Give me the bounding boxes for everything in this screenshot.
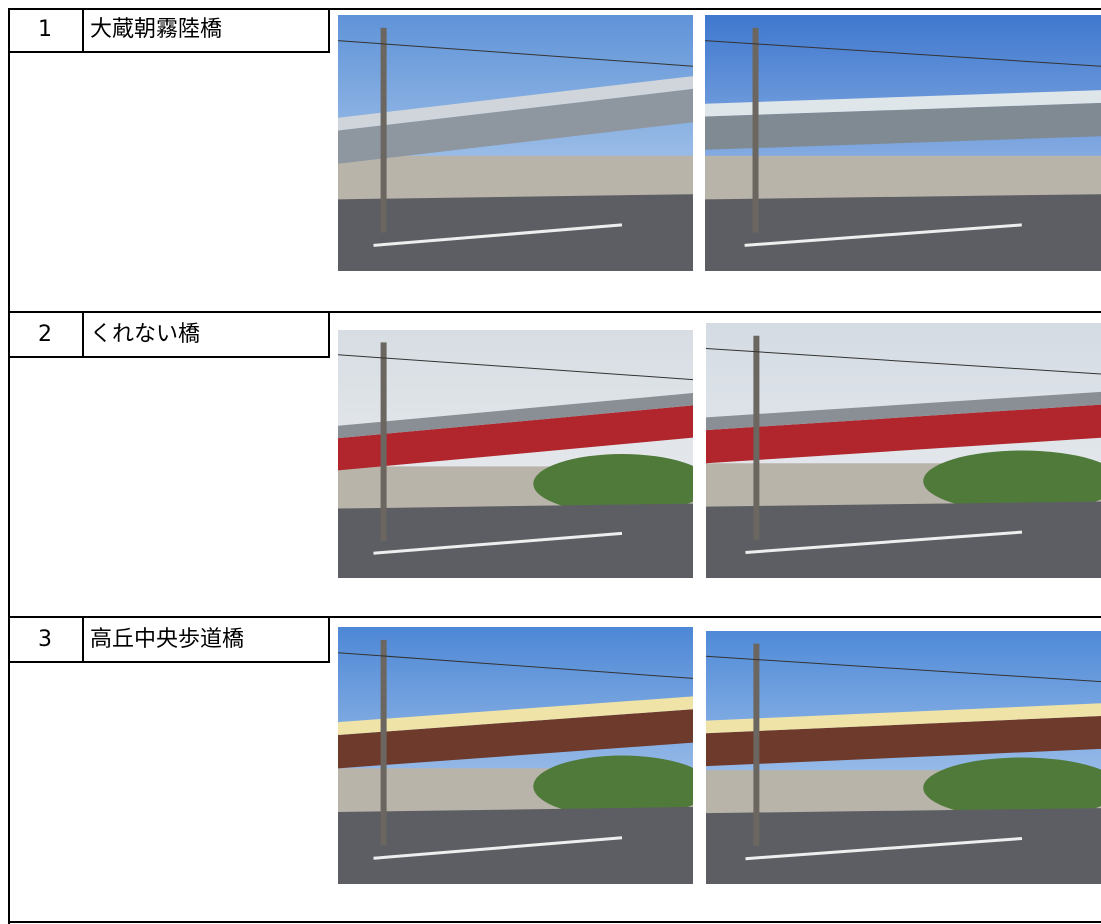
bridge-deck xyxy=(338,405,693,471)
photo xyxy=(338,15,693,271)
photo xyxy=(706,323,1101,578)
bridge-name: 高丘中央歩道橋 xyxy=(84,618,330,663)
wire xyxy=(705,40,1101,67)
wire xyxy=(338,652,693,679)
road-marking xyxy=(745,836,1023,861)
road-marking xyxy=(745,530,1023,554)
bridge-rail xyxy=(338,392,693,439)
table-row: 3 高丘中央歩道橋 xyxy=(8,618,1101,923)
photo xyxy=(706,631,1101,884)
trees xyxy=(923,757,1101,819)
pole xyxy=(380,639,387,846)
photo xyxy=(338,627,693,884)
bridge-rail xyxy=(706,703,1101,734)
pole xyxy=(380,342,387,541)
trees xyxy=(533,454,693,514)
bridge-deck xyxy=(706,404,1101,464)
table-row: 1 大蔵朝霧陸橋 xyxy=(8,8,1101,313)
bridge-name: くれない橋 xyxy=(84,313,330,358)
bridge-rail xyxy=(338,76,693,131)
wire xyxy=(338,354,693,381)
bridge-name: 大蔵朝霧陸橋 xyxy=(84,8,330,53)
photo xyxy=(705,15,1101,271)
table-row: 2 くれない橋 xyxy=(8,313,1101,618)
bridge-deck xyxy=(338,709,693,769)
pole xyxy=(753,643,760,847)
wire xyxy=(706,348,1101,375)
bridge-deck xyxy=(705,102,1101,150)
pole xyxy=(752,27,759,233)
table-border xyxy=(8,8,1101,924)
road-marking xyxy=(744,223,1022,247)
bridge-rail xyxy=(705,90,1101,117)
row-number: 3 xyxy=(8,618,84,663)
trees xyxy=(923,450,1101,512)
row-number: 2 xyxy=(8,313,84,358)
pole xyxy=(753,335,760,540)
trees xyxy=(533,755,693,818)
road-marking xyxy=(373,531,623,555)
wire xyxy=(338,40,693,67)
pole xyxy=(380,27,387,233)
bridge-deck xyxy=(706,715,1101,767)
wire xyxy=(706,655,1101,683)
road-marking xyxy=(373,223,623,247)
bridge-rail xyxy=(338,696,693,735)
photo xyxy=(338,330,693,578)
bridge-rail xyxy=(706,391,1101,431)
road-marking xyxy=(373,836,623,860)
row-number: 1 xyxy=(8,8,84,53)
bridge-deck xyxy=(338,88,693,164)
